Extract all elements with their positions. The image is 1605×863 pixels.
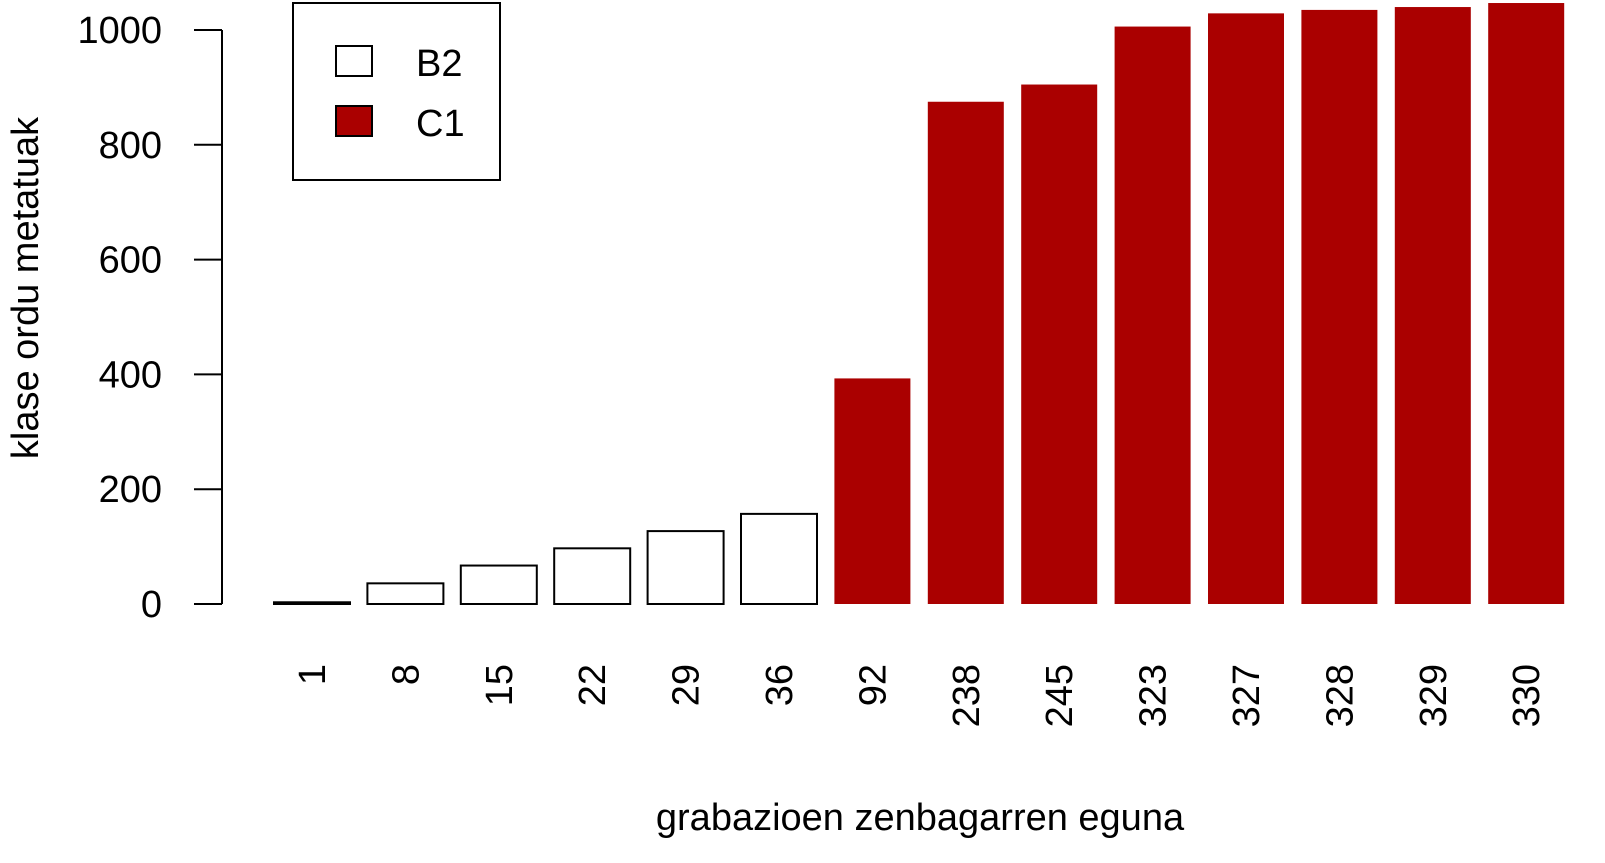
x-tick-label: 238 <box>946 664 988 727</box>
legend-label-b2: B2 <box>416 43 462 85</box>
bar-330 <box>1488 3 1565 605</box>
x-tick-label: 29 <box>666 664 708 706</box>
bar-238 <box>927 101 1004 604</box>
x-tick-label: 8 <box>385 664 427 685</box>
y-axis-label: klase ordu metatuak <box>5 116 47 459</box>
x-tick-label: 330 <box>1506 664 1548 727</box>
legend-box <box>292 2 501 181</box>
x-tick-label: 245 <box>1039 664 1081 727</box>
bar-323 <box>1114 26 1191 604</box>
bar-22 <box>553 547 632 606</box>
legend-label-c1: C1 <box>416 103 465 145</box>
y-tick-label: 400 <box>99 354 162 396</box>
y-tick-label: 200 <box>99 469 162 511</box>
x-tick-label: 329 <box>1413 664 1455 727</box>
x-tick-label: 92 <box>852 664 894 706</box>
x-tick-label: 15 <box>479 664 521 706</box>
y-axis: 0 200 400 600 800 1000 <box>77 10 223 626</box>
bar-1 <box>273 601 351 606</box>
bar-36 <box>740 512 818 606</box>
y-tick-label: 0 <box>141 584 162 626</box>
y-tick-label: 800 <box>99 125 162 167</box>
x-tick-label: 328 <box>1319 664 1361 727</box>
bar-8 <box>366 582 445 605</box>
x-tick-label: 323 <box>1133 664 1175 727</box>
legend: B2 C1 <box>292 2 501 181</box>
y-tick-label: 1000 <box>77 10 162 52</box>
bar-92 <box>834 378 911 604</box>
bar-327 <box>1208 13 1284 604</box>
legend-swatch-b2 <box>335 45 373 77</box>
x-tick-label: 22 <box>572 664 614 706</box>
x-axis-label: grabazioen zenbagarren eguna <box>656 797 1185 839</box>
bar-245 <box>1021 84 1098 604</box>
y-tick-label: 600 <box>99 240 162 282</box>
bar-329 <box>1394 7 1471 605</box>
bar-29 <box>646 530 725 605</box>
legend-swatch-c1 <box>335 105 373 137</box>
bar-15 <box>459 564 538 605</box>
bars-group <box>273 3 1565 606</box>
bar-328 <box>1301 9 1378 605</box>
x-tick-label: 1 <box>292 664 334 685</box>
x-tick-label: 327 <box>1226 664 1268 727</box>
x-tick-label: 36 <box>759 664 801 706</box>
x-axis-tick-labels: 1 8 15 22 29 36 92 238 245 323 327 328 329 330 <box>292 664 1548 727</box>
